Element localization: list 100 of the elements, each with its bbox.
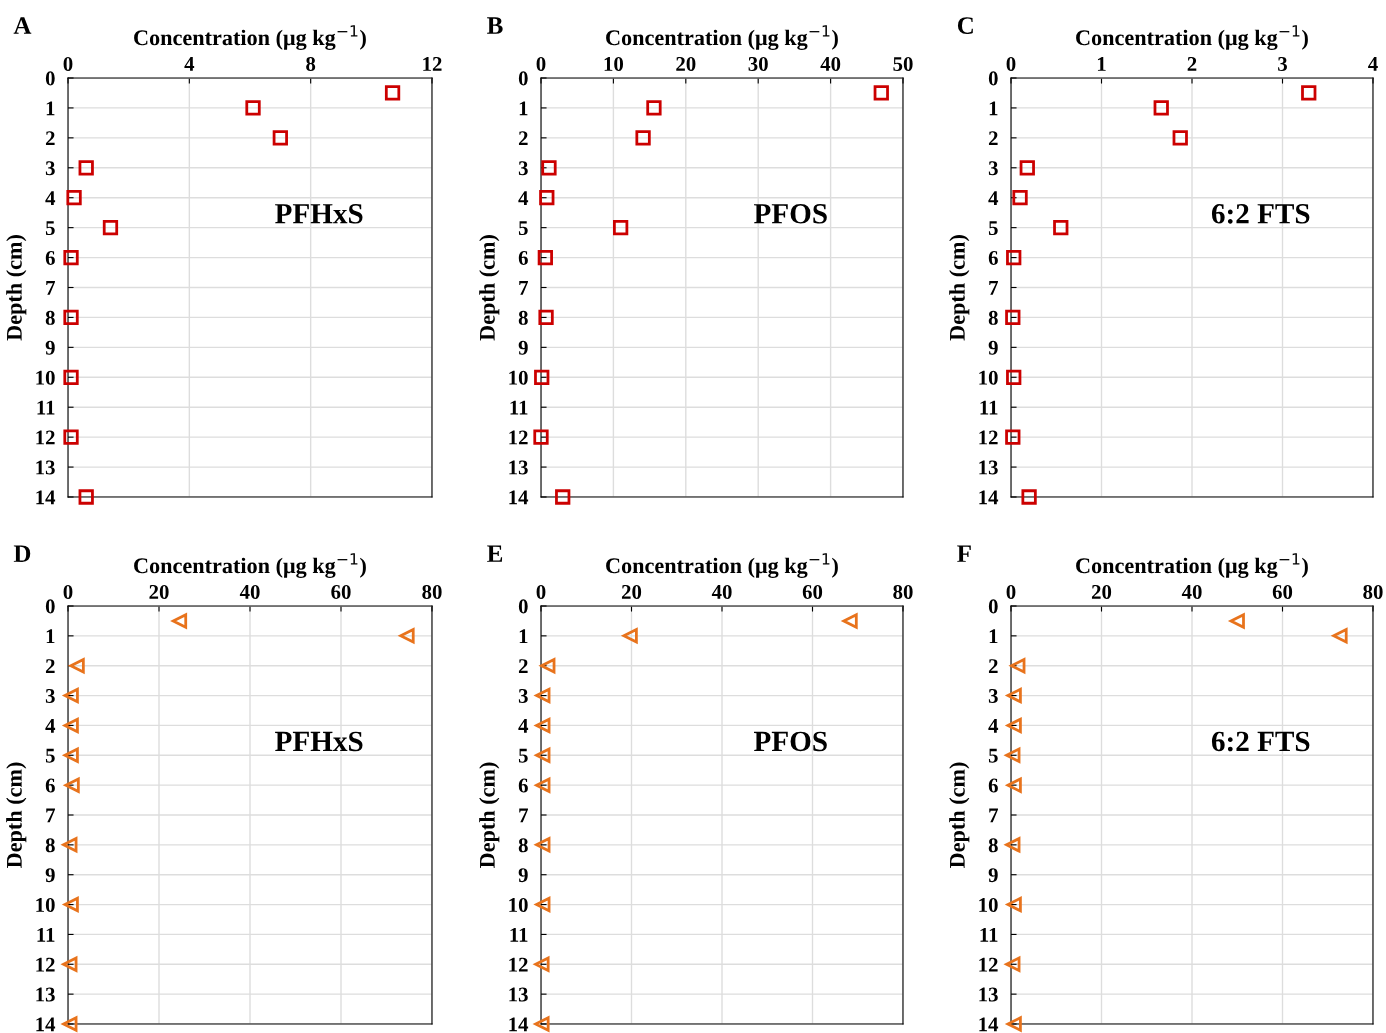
x-tick-label: 0 (1006, 584, 1016, 599)
y-tick-label: 1 (46, 629, 55, 644)
y-tick-label: 1 (519, 101, 528, 116)
y-tick-label: 0 (518, 71, 528, 86)
point (1005, 956, 1021, 972)
y-tick-label: 5 (518, 221, 528, 236)
y-tick-label: 6 (45, 251, 55, 265)
y-tick-label: 12 (36, 957, 55, 972)
y-tick-label: 4 (45, 718, 56, 733)
point (1005, 429, 1021, 445)
point (1012, 190, 1028, 206)
y-tick-label: 12 (509, 430, 528, 445)
y-tick-label: 2 (518, 131, 528, 146)
y-tick-label: 14 (36, 1017, 56, 1032)
y-tick-label: 3 (45, 689, 55, 703)
point (63, 309, 79, 326)
y-tick-label: 8 (45, 838, 55, 853)
y-tick-label: 14 (979, 1017, 999, 1032)
y-tick-label: 5 (988, 748, 998, 763)
y-tick-label: 12 (36, 430, 55, 445)
point (62, 837, 78, 853)
y-tick-label: 2 (988, 659, 998, 673)
point (1006, 369, 1022, 385)
point (535, 896, 551, 913)
y-tick-label: 4 (518, 191, 529, 205)
x-tick-label: 0 (1006, 56, 1016, 71)
y-axis-title: Depth (cm) (479, 235, 500, 341)
x-tick-label: 20 (149, 584, 169, 599)
x-tick-label: 80 (422, 584, 442, 599)
x-tick-label: 0 (63, 56, 73, 71)
y-tick-label: 11 (510, 927, 528, 942)
y-tick-label: 10 (509, 370, 528, 385)
point (1153, 100, 1169, 116)
y-tick-label: 1 (46, 101, 55, 116)
y-tick-label: 13 (36, 460, 55, 475)
annotation: PFOS (754, 731, 827, 752)
point (63, 717, 79, 734)
y-tick-label: 8 (988, 310, 998, 325)
x-tick-label: 2 (1187, 56, 1197, 71)
y-tick-label: 7 (519, 281, 528, 295)
y-tick-label: 3 (45, 161, 55, 176)
x-axis-title: Concentration (μg kg$^{−1}$) (1076, 25, 1308, 50)
y-tick-label: 7 (989, 808, 998, 823)
y-tick-label: 13 (979, 987, 998, 1002)
y-tick-label: 2 (45, 131, 55, 146)
y-tick-label: 1 (989, 629, 998, 644)
annotation: PFOS (754, 203, 827, 224)
text: C (957, 17, 973, 34)
y-tick-label: 11 (37, 400, 55, 415)
x-tick-label: 0 (63, 584, 73, 599)
point (1010, 658, 1026, 674)
y-tick-label: 8 (518, 310, 528, 325)
y-tick-label: 9 (518, 340, 528, 355)
x-tick-label: 30 (748, 56, 768, 71)
point (384, 85, 401, 101)
x-tick-label: 0 (536, 56, 546, 71)
point (1006, 717, 1022, 734)
point (62, 1016, 78, 1032)
point (1005, 309, 1021, 326)
y-tick-label: 10 (979, 370, 998, 385)
y-tick-label: 11 (980, 400, 998, 415)
y-tick-label: 8 (45, 310, 55, 325)
x-tick-label: 20 (621, 584, 642, 599)
y-tick-label: 5 (45, 748, 55, 763)
y-tick-label: 6 (988, 251, 998, 265)
y-tick-label: 4 (45, 191, 56, 205)
point (102, 220, 119, 236)
y-tick-label: 6 (45, 778, 55, 793)
y-tick-label: 8 (518, 838, 528, 853)
point (272, 130, 288, 146)
y-tick-label: 14 (509, 1017, 529, 1032)
point (78, 489, 94, 505)
point (1301, 85, 1317, 101)
y-tick-label: 13 (509, 987, 528, 1002)
point (1005, 747, 1021, 763)
y-tick-label: 10 (509, 897, 528, 912)
point (1005, 837, 1021, 853)
y-tick-label: 9 (45, 340, 55, 355)
x-axis-title: Concentration (μg kg$^{−1}$) (606, 553, 838, 578)
text: B (487, 17, 503, 34)
y-tick-label: 9 (518, 868, 528, 883)
point (78, 160, 94, 176)
point (541, 160, 557, 176)
y-tick-label: 1 (989, 101, 998, 116)
y-tick-label: 2 (518, 659, 528, 673)
text: A (13, 17, 32, 34)
x-tick-label: 4 (184, 57, 195, 71)
y-tick-label: 14 (36, 490, 56, 505)
x-tick-label: 60 (331, 584, 351, 599)
point (64, 777, 80, 793)
y-tick-label: 13 (36, 987, 55, 1002)
y-tick-label: 0 (45, 599, 55, 614)
y-tick-label: 12 (509, 957, 528, 972)
y-tick-label: 0 (988, 599, 998, 614)
y-tick-label: 6 (518, 251, 528, 265)
point (535, 837, 551, 853)
x-tick-label: 3 (1278, 56, 1287, 71)
point (1019, 160, 1035, 176)
y-tick-label: 14 (509, 490, 529, 505)
point (1006, 687, 1022, 704)
